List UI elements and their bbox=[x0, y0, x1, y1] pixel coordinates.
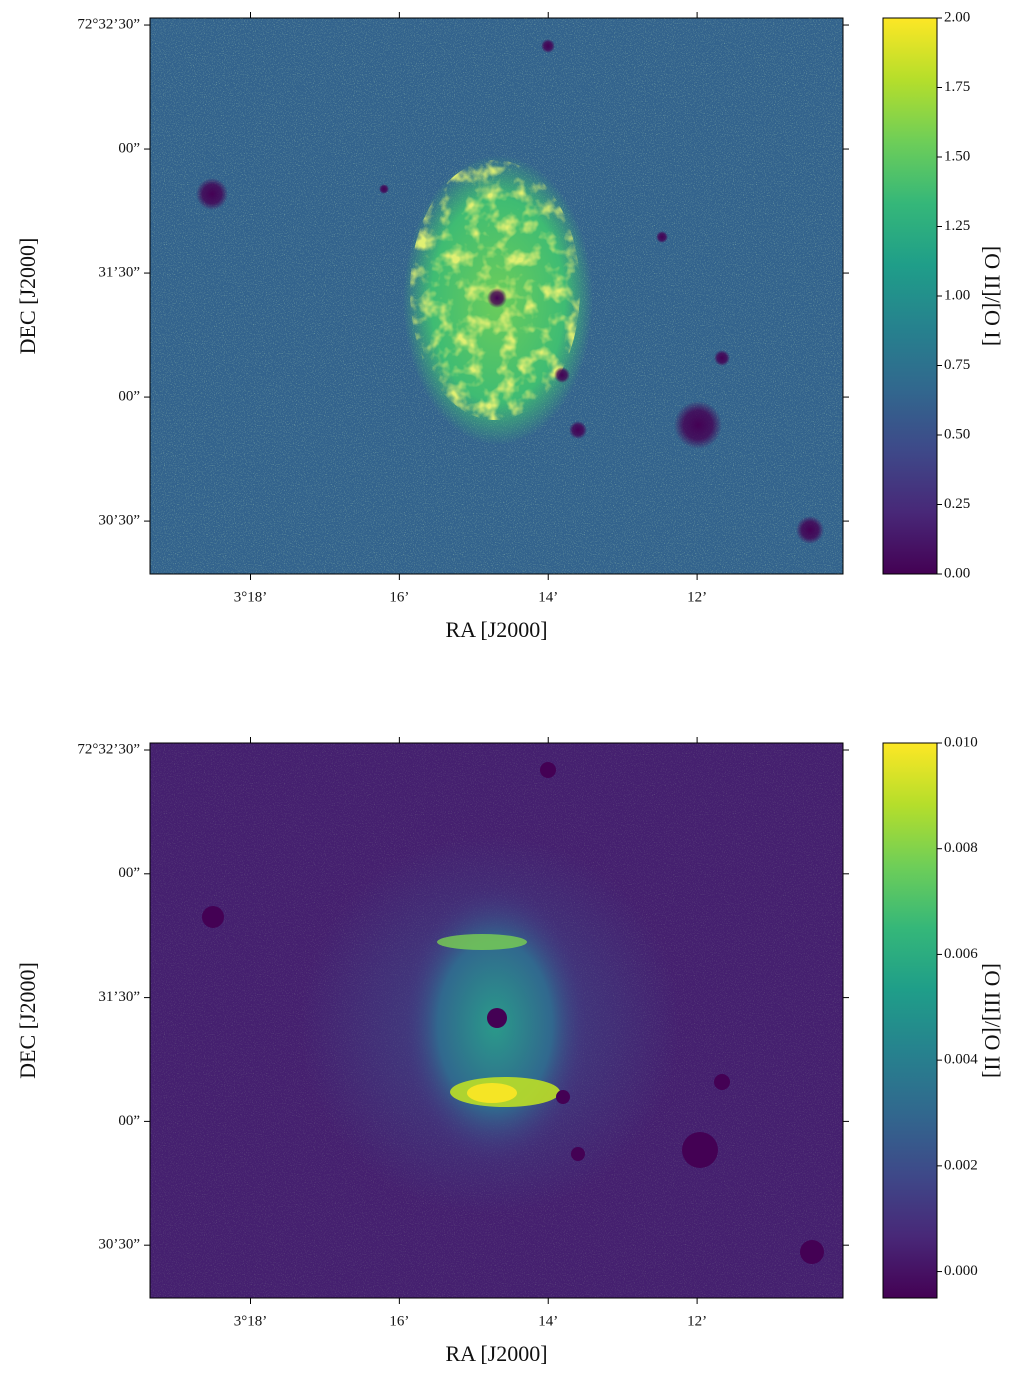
y-tick-label: 72°32’30” bbox=[77, 16, 140, 32]
y-axis-label: DEC [J2000] bbox=[15, 238, 40, 355]
colorbar-tick-label: 0.50 bbox=[944, 426, 970, 442]
plot-frame bbox=[149, 17, 844, 575]
y-tick-label: 00” bbox=[118, 389, 140, 405]
colorbar bbox=[882, 17, 938, 575]
x-tick-label: 16’ bbox=[389, 1313, 409, 1329]
x-axis-label: RA [J2000] bbox=[445, 617, 547, 642]
x-tick-label: 14’ bbox=[538, 1313, 558, 1329]
x-tick-label: 16’ bbox=[389, 589, 409, 605]
colorbar-tick-label: 0.004 bbox=[944, 1052, 978, 1068]
x-tick-label: 3°18’ bbox=[234, 589, 268, 605]
y-axis-label: DEC [J2000] bbox=[15, 962, 40, 1079]
colorbar-tick-label: 2.00 bbox=[944, 9, 970, 25]
y-tick-label: 31’30” bbox=[98, 989, 140, 1005]
colorbar-tick-label: 0.002 bbox=[944, 1157, 978, 1173]
image-panel bbox=[150, 18, 843, 574]
colorbar-tick-label: 1.75 bbox=[944, 79, 970, 95]
colorbar-label: [O II]/[O I] bbox=[980, 246, 1005, 346]
colorbar-tick-label: 1.50 bbox=[944, 148, 970, 164]
x-tick-label: 14’ bbox=[538, 589, 558, 605]
colorbar-tick-label: 0.006 bbox=[944, 946, 978, 962]
y-tick-label: 30’30” bbox=[98, 513, 140, 529]
colorbar-tick-label: 0.25 bbox=[944, 496, 970, 512]
x-tick-label: 3°18’ bbox=[234, 1313, 268, 1329]
colorbar-tick-label: 0.010 bbox=[944, 734, 978, 750]
plot-frame bbox=[149, 742, 844, 1299]
image-panel bbox=[150, 743, 843, 1298]
x-tick-label: 12’ bbox=[687, 589, 707, 605]
colorbar-tick-label: 1.00 bbox=[944, 287, 970, 303]
y-tick-label: 31’30” bbox=[98, 264, 140, 280]
y-tick-label: 00” bbox=[118, 1113, 140, 1129]
colorbar-tick-label: 0.000 bbox=[944, 1263, 978, 1279]
colorbar-tick-label: 0.008 bbox=[944, 840, 978, 856]
x-tick-label: 12’ bbox=[687, 1313, 707, 1329]
y-tick-label: 00” bbox=[118, 140, 140, 156]
y-tick-label: 30’30” bbox=[98, 1237, 140, 1253]
colorbar-label: [O III]/[O II] bbox=[980, 963, 1005, 1078]
y-tick-label: 00” bbox=[118, 865, 140, 881]
colorbar-tick-label: 0.00 bbox=[944, 565, 970, 581]
colorbar bbox=[882, 742, 938, 1299]
colorbar-tick-label: 1.25 bbox=[944, 218, 970, 234]
y-tick-label: 72°32’30” bbox=[77, 741, 140, 757]
x-axis-label: RA [J2000] bbox=[445, 1341, 547, 1366]
colorbar-tick-label: 0.75 bbox=[944, 357, 970, 373]
